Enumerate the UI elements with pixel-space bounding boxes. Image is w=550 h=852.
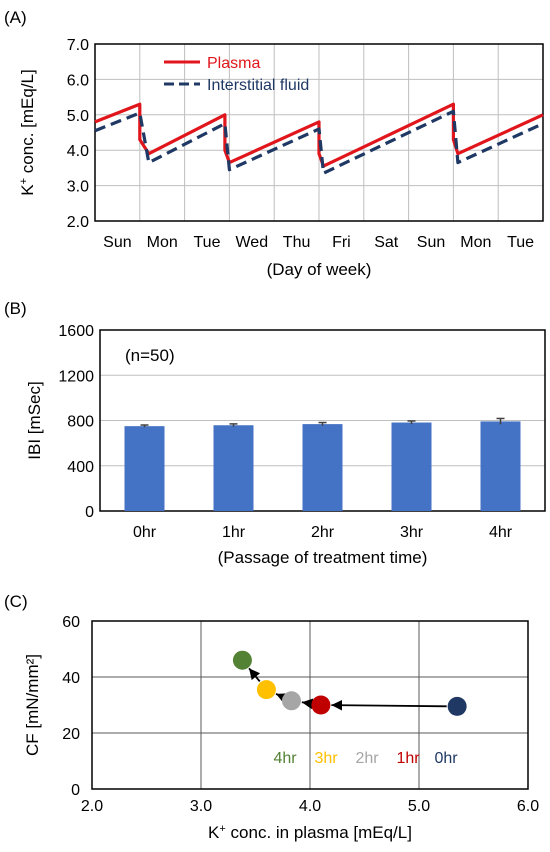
x-tick-label: Tue: [507, 234, 534, 251]
y-tick-label: 0: [71, 782, 80, 799]
y-axis-label-rest: conc. [mEq/L]: [18, 69, 37, 178]
x-tick-label: Sun: [417, 234, 445, 251]
panel-a-label: (A): [4, 8, 27, 27]
x-axis-label: (Day of week): [267, 260, 372, 279]
x-tick-label: 3hr: [400, 524, 424, 541]
panel-b-label: (B): [4, 299, 27, 318]
y-tick-label: 2.0: [67, 214, 89, 231]
x-tick-label: 6.0: [517, 798, 539, 815]
transition-arrow: [331, 699, 447, 711]
data-point-2hr: [281, 691, 301, 711]
x-tick-label: 3.0: [190, 798, 212, 815]
data-point-3hr: [256, 680, 276, 700]
y-tick-label: 1600: [58, 323, 94, 340]
bar-3hr: [391, 422, 432, 511]
x-tick-label: 5.0: [408, 798, 430, 815]
y-axis-label-sup: +: [18, 178, 30, 184]
legend-label-3hr: 3hr: [314, 750, 338, 767]
x-axis-label: K+ conc. in plasma [mEq/L]: [208, 823, 412, 842]
x-tick-label: 2hr: [311, 524, 335, 541]
x-tick-label: 0hr: [133, 524, 157, 541]
plot-frame: [91, 620, 529, 790]
legend-label-1hr: 1hr: [396, 750, 420, 767]
y-tick-label: 7.0: [67, 37, 89, 54]
bar-4hr: [480, 421, 521, 511]
transition-arrow: [301, 698, 314, 710]
series-line-interstitial-fluid: [94, 109, 544, 175]
y-axis-label-k: K: [18, 184, 37, 196]
bar-2hr: [302, 424, 343, 511]
y-tick-label: 5.0: [67, 108, 89, 125]
x-axis-label-k: K: [208, 823, 220, 842]
x-tick-label: Fri: [332, 234, 351, 251]
legend-label: Plasma: [207, 55, 260, 72]
y-tick-label: 6.0: [67, 72, 89, 89]
x-tick-label: 2.0: [81, 798, 103, 815]
y-axis-label: IBI [mSec]: [25, 381, 44, 459]
x-axis-label-rest: conc. in plasma [mEq/L]: [226, 823, 412, 842]
y-tick-label: 40: [62, 670, 80, 687]
y-tick-label: 1200: [58, 368, 94, 385]
bar-1hr: [213, 425, 254, 511]
y-axis-label: K+ conc. [mEq/L]: [18, 69, 37, 195]
legend-label-2hr: 2hr: [355, 750, 379, 767]
y-tick-label: 0: [85, 504, 94, 521]
y-tick-label: 400: [67, 459, 94, 476]
x-tick-label: Thu: [283, 234, 311, 251]
y-tick-label: 20: [62, 726, 80, 743]
x-tick-label: Tue: [194, 234, 221, 251]
x-tick-label: Mon: [460, 234, 491, 251]
legend-label-0hr: 0hr: [434, 750, 458, 767]
data-point-0hr: [447, 696, 467, 716]
x-tick-label: Sat: [374, 234, 399, 251]
legend-label: Interstitial fluid: [207, 77, 309, 94]
x-tick-label: Sun: [103, 234, 131, 251]
legend-label-4hr: 4hr: [273, 750, 297, 767]
series-line-plasma: [94, 102, 544, 168]
y-tick-label: 60: [62, 614, 80, 631]
panel-a: (A) 2.0 3.0 4.0 5.0 6.0 7.0 Sun Mon Tue Wed Thu Fri S…: [4, 8, 544, 279]
x-tick-label: 4.0: [299, 798, 321, 815]
panel-b: (B) 0 400 800 1200 1600 (n=50) 0hr 1hr 2hr 3hr 4hr (…: [4, 299, 546, 567]
x-axis-label: (Passage of treatment time): [218, 548, 428, 567]
transition-arrow: [275, 693, 289, 704]
x-tick-label: Mon: [147, 234, 178, 251]
sample-size-annotation: (n=50): [125, 346, 175, 365]
transition-arrow: [248, 667, 261, 683]
y-tick-label: 4.0: [67, 143, 89, 160]
x-tick-label: 4hr: [489, 524, 513, 541]
panel-c-label: (C): [4, 592, 28, 611]
y-axis-label: CF [mN/mm²]: [23, 654, 42, 756]
bar-0hr: [124, 426, 165, 511]
x-tick-label: Wed: [235, 234, 268, 251]
data-point-4hr: [232, 650, 252, 670]
plot-frame: [94, 43, 544, 222]
panel-c: (C) 0 20 40 60 2.0 3.0 4.0 5.0 6.0 4hr 3hr 2hr 1hr 0hr…: [4, 592, 539, 842]
y-tick-label: 3.0: [67, 179, 89, 196]
x-axis-label-sup: +: [219, 823, 225, 835]
x-tick-label: 1hr: [222, 524, 246, 541]
y-tick-label: 800: [67, 414, 94, 431]
data-point-1hr: [311, 695, 331, 715]
